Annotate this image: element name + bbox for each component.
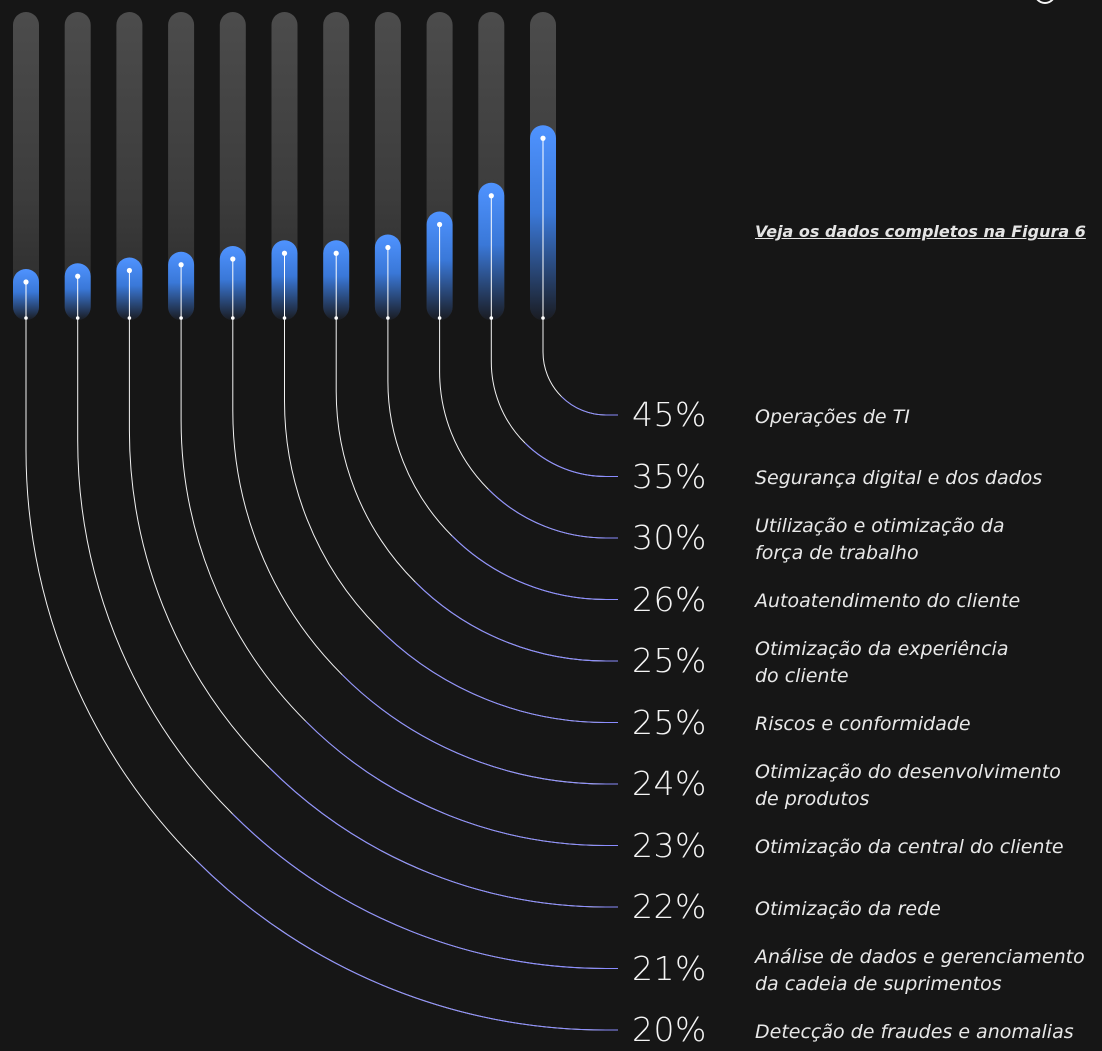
connectors: [25, 138, 618, 1031]
connector-line: [284, 318, 618, 723]
bar-top-dot: [333, 250, 339, 256]
connector-line: [490, 318, 618, 477]
data-label: 23%: [632, 825, 707, 865]
category-label-line: do cliente: [755, 665, 849, 687]
bar-track: [13, 12, 39, 320]
category-label-line: da cadeia de suprimentos: [755, 972, 1002, 995]
category-label: Análise de dados e gerenciamento da cadei…: [755, 944, 1102, 998]
bar-anchor-dot: [334, 316, 339, 320]
category-label: Operações de TI: [755, 404, 1102, 431]
data-label: 25%: [632, 641, 707, 680]
connector-line: [335, 318, 618, 662]
category-label: Otimização da central do cliente: [755, 834, 1102, 861]
bar-top-dot: [488, 193, 494, 199]
bar-top-dot: [230, 256, 236, 262]
connector-line: [232, 318, 618, 785]
category-label: Segurança digital e dos dados: [755, 465, 1102, 492]
bar-anchor-dot: [541, 316, 545, 320]
bar-anchor-dot: [24, 316, 28, 320]
bar-track: [168, 12, 195, 320]
bar-top-dot: [437, 221, 443, 228]
category-label: Otimização da experiência do cliente: [755, 636, 1102, 690]
bar-anchor-dot: [386, 316, 390, 320]
bar-anchor-dot: [179, 316, 183, 320]
bar-anchor-dot: [489, 316, 494, 320]
bar-anchor-dot: [282, 316, 287, 320]
bar-track: [219, 12, 246, 320]
connector-line: [77, 318, 618, 969]
connector-line: [180, 318, 618, 846]
data-label: 22%: [632, 887, 707, 926]
bar-track: [64, 12, 91, 320]
category-label-line: Otimização da rede: [755, 897, 941, 920]
bar-top-dot: [126, 267, 132, 274]
see-full-data-link[interactable]: Veja os dados completos na Figura 6: [755, 222, 1086, 241]
connector-line: [439, 318, 618, 539]
category-label: Detecção de fraudes e anomalias: [755, 1019, 1102, 1046]
data-label: 35%: [632, 456, 707, 496]
bar-anchor-dot: [437, 316, 442, 320]
data-label: 21%: [632, 948, 707, 988]
category-label-line: de produtos: [755, 788, 870, 810]
data-label: 25%: [632, 702, 707, 742]
category-label-line: Operações de TI: [755, 405, 910, 428]
connector-line-tail: [414, 581, 618, 662]
category-label-line: Segurança digital e dos dados: [755, 467, 1043, 489]
connector-line-tail: [487, 488, 618, 539]
category-label-line: Utilização e otimização da: [755, 515, 1005, 537]
bar-top-dot: [281, 250, 288, 256]
connector-line-tail: [524, 442, 618, 477]
connector-line-tail: [451, 535, 618, 600]
connector-line: [542, 318, 618, 416]
connector-line-tail: [268, 767, 618, 908]
category-label-line: Otimização da central do cliente: [755, 836, 1064, 858]
category-label: Autoatendimento do cliente: [755, 588, 1102, 615]
bar-anchor-dot: [127, 316, 132, 320]
bar-anchor-dot: [231, 316, 235, 320]
bar-top-dot: [540, 135, 546, 141]
category-label-line: Otimização da experiência: [755, 638, 1009, 660]
category-label: Otimização do desenvolvimento de produtos: [755, 759, 1102, 813]
bar-top-dot: [75, 273, 81, 279]
connector-line-tail: [378, 627, 618, 723]
data-label: 26%: [632, 579, 707, 619]
bar-top-dot: [23, 279, 29, 285]
category-label-line: força de trabalho: [755, 542, 919, 564]
bar-track: [116, 12, 143, 320]
connector-line-tail: [195, 859, 618, 1031]
bar-top-dot: [385, 244, 391, 251]
category-label: Riscos e conformidade: [755, 711, 1102, 738]
category-label: Otimização da rede: [755, 896, 1102, 923]
connector-line-tail: [232, 813, 618, 969]
connector-line: [128, 318, 618, 908]
data-label: 30%: [632, 518, 707, 557]
data-label: 45%: [632, 395, 707, 434]
category-label-line: Autoatendimento do cliente: [755, 590, 1021, 612]
category-label-line: Detecção de fraudes e anomalias: [755, 1020, 1074, 1043]
connector-line-tail: [305, 720, 618, 846]
category-label-line: Riscos e conformidade: [755, 713, 971, 735]
data-label: 24%: [632, 764, 707, 803]
connector-line-tail: [561, 396, 618, 416]
category-label-line: Otimização do desenvolvimento: [755, 761, 1061, 783]
bar-dots: [23, 135, 546, 320]
connector-line: [387, 318, 618, 600]
data-label: 20%: [632, 1010, 707, 1049]
bar-top-dot: [178, 262, 184, 268]
bar-anchor-dot: [75, 316, 80, 320]
category-label: Utilização e otimização da força de traba…: [755, 513, 1102, 567]
category-label-line: Análise de dados e gerenciamento: [755, 945, 1085, 968]
connector-line: [25, 318, 618, 1031]
connector-line-tail: [341, 674, 618, 785]
